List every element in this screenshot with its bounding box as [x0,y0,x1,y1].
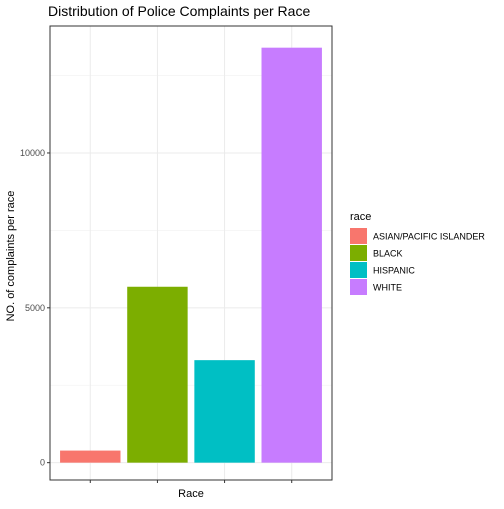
legend-swatch-hispanic [350,262,367,278]
legend-swatch-asian-pacific-islander [350,228,367,244]
x-axis-label: Race [178,488,204,500]
chart-title: Distribution of Police Complaints per Ra… [48,3,310,19]
y-tick-label: 10000 [20,148,45,158]
legend-label-asian-pacific-islander: ASIAN/PACIFIC ISLANDER [373,232,485,242]
legend: ASIAN/PACIFIC ISLANDER BLACK HISPANIC WHITE [350,228,485,295]
y-axis-label: NO. of complaints per race [5,191,17,322]
legend-swatch-white [350,279,367,295]
legend-label-white: WHITE [373,283,402,293]
legend-label-hispanic: HISPANIC [373,266,415,276]
bar-hispanic [194,360,255,463]
legend-label-black: BLACK [373,249,403,259]
legend-title: race [350,211,371,223]
bar-asian-pacific-islander [60,450,121,463]
bar-black [127,286,188,463]
y-tick-label: 0 [40,458,45,468]
bar-white [261,47,322,463]
legend-swatch-black [350,245,367,261]
y-tick-label: 5000 [25,303,45,313]
plot-area: 0 5000 10000 [20,25,333,483]
panel-border [49,25,333,481]
